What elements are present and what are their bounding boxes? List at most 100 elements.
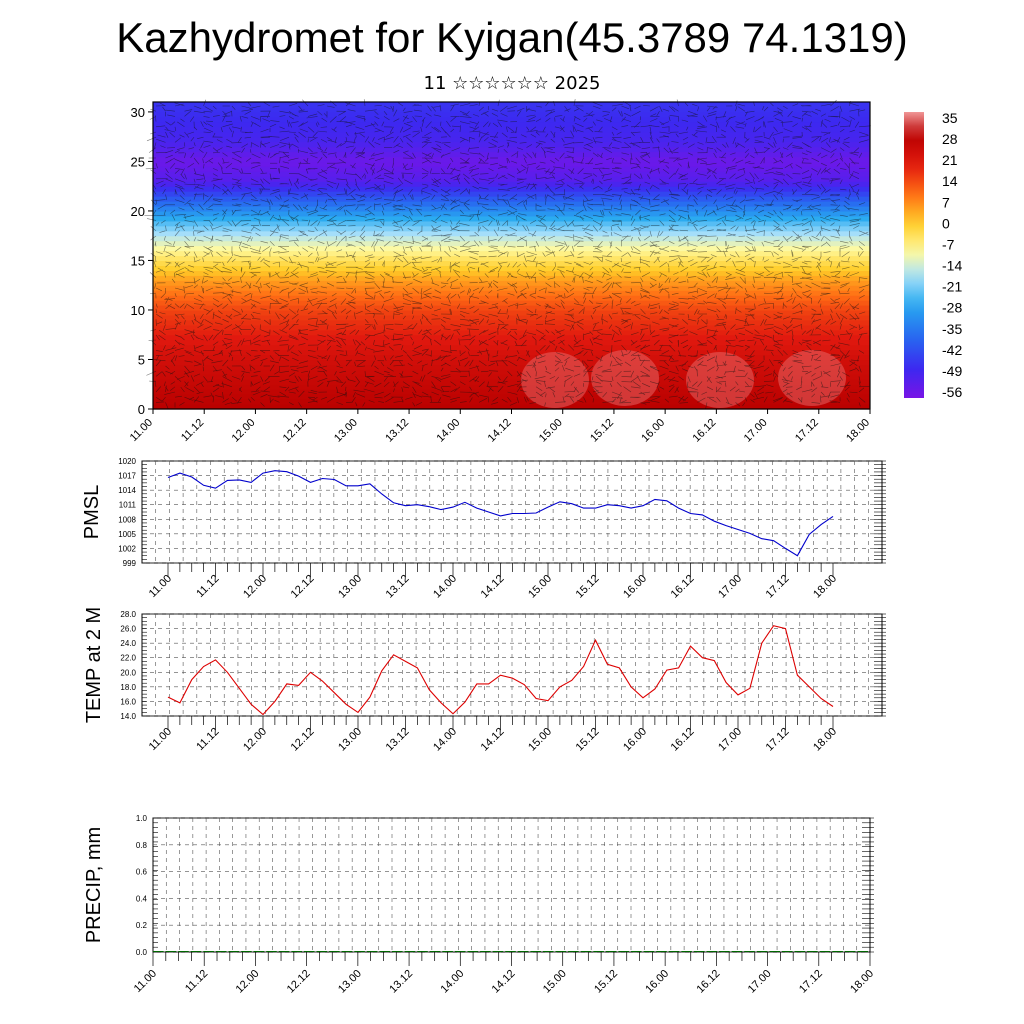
wind-barb [797,397,803,403]
wind-barb [450,266,452,273]
wind-barb [767,142,774,148]
wind-barb [592,101,603,107]
wind-barb [469,335,476,341]
wind-barb [402,219,410,226]
wind-barb [687,303,694,310]
wind-barb [546,251,556,256]
wind-barb [412,391,416,398]
wind-barb [345,152,347,159]
wind-barb [425,136,432,141]
wind-barb [772,167,784,169]
wind-barb [798,341,803,346]
wind-barb [516,185,527,190]
wind-barb [497,121,502,128]
wind-barb [776,228,784,232]
wind-barb [697,157,708,160]
wind-barb [678,280,687,284]
wind-barb [668,194,680,196]
wind-barb [479,197,489,200]
wind-barb [393,344,402,346]
wind-barb [550,159,556,164]
wind-barb [359,133,366,138]
wind-barb [222,261,225,267]
wind-barb [212,183,221,189]
wind-barb [317,240,325,244]
wind-barb [602,297,612,299]
wind-barb [203,194,209,198]
wind-barb [553,281,556,289]
wind-barb [792,360,804,364]
wind-barb [713,261,717,268]
wind-barb [298,251,302,256]
wind-barb [499,105,508,112]
wind-barb [604,148,613,154]
wind-barb [345,324,356,328]
wind-barb [307,274,319,278]
wind-barb [402,298,412,302]
wind-barb [212,199,221,203]
wind-barb [250,350,258,352]
wind-barb [236,397,242,404]
wind-barb [328,303,337,308]
wind-barb [322,204,328,210]
wind-barb [222,371,227,378]
wind-barb [269,173,272,181]
x-tick-label: 13.00 [332,417,360,445]
wind-barb [469,318,478,325]
wind-barb [668,240,675,245]
wind-barb [269,287,273,294]
wind-barb [715,345,717,351]
wind-barb [549,339,556,344]
wind-barb [557,225,565,230]
wind-barb [274,370,280,375]
wind-barb [497,381,508,384]
wind-barb [792,310,803,315]
wind-barb [478,339,482,345]
wind-barb [345,189,348,196]
wind-barb [787,371,793,377]
wind-barb [459,138,466,143]
wind-barb [668,304,679,310]
wind-barb [640,242,648,247]
wind-barb [788,365,793,370]
wind-barb [806,344,812,351]
wind-barb [520,134,527,138]
wind-barb [697,339,704,346]
wind-barb [288,402,294,406]
wind-barb [246,352,252,356]
wind-barb [478,220,489,224]
wind-barb [528,232,537,237]
wind-barb [597,185,603,190]
wind-barb [279,329,288,334]
wind-barb [539,214,546,222]
wind-barb [458,222,470,226]
wind-barb [668,189,672,194]
wind-barb [563,142,575,146]
wind-barb [402,173,404,178]
wind-barb [420,287,423,294]
wind-barb [261,136,271,139]
wind-barb [237,185,242,190]
wind-barb [516,381,523,388]
wind-barb [288,142,291,150]
wind-barb [706,147,714,150]
wind-barb [565,270,575,273]
wind-barb [319,256,328,260]
wind-barb [840,260,850,263]
wind-barb [554,261,556,267]
wind-barb [222,330,224,335]
wind-barb [293,254,299,258]
wind-barb [279,126,285,130]
wind-barb [516,313,521,321]
wind-barb [792,237,800,242]
wind-barb [495,305,499,309]
wind-barb [441,142,451,144]
wind-barb [309,397,318,403]
wind-barb [241,143,249,148]
wind-barb [203,200,208,206]
wind-barb [653,194,660,200]
wind-barb [450,168,461,172]
wind-barb [305,287,309,294]
wind-barb [344,391,347,396]
wind-barb [222,214,226,221]
